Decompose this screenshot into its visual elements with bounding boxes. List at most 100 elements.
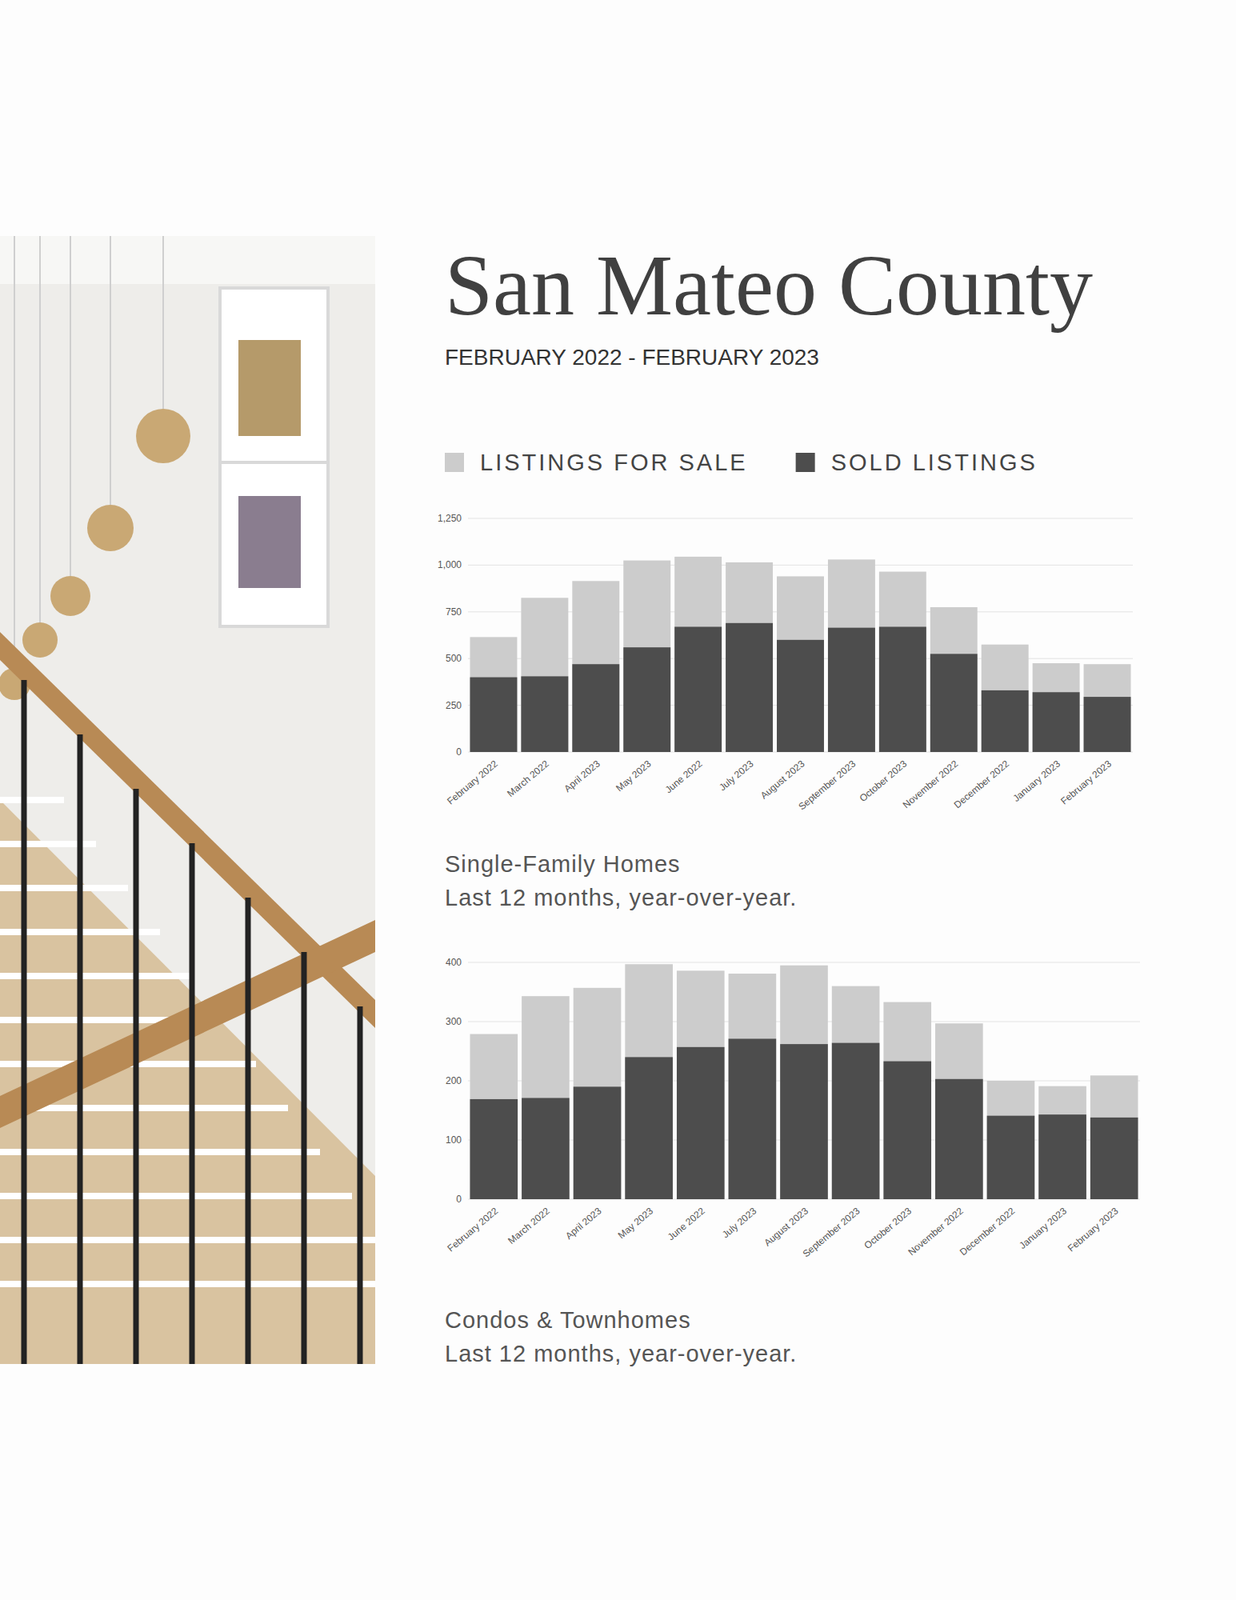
grid-line [468, 564, 1133, 566]
bar [573, 988, 622, 1200]
bar [1032, 663, 1080, 752]
photo-step [0, 1192, 352, 1200]
x-tick-label: June 2022 [665, 1204, 708, 1243]
bar [624, 1056, 673, 1200]
chart-subtitle: Last 12 months, year-over-year. [444, 1340, 797, 1367]
legend: LISTINGS FOR SALESOLD LISTINGS [444, 449, 1038, 476]
bar [676, 1047, 725, 1200]
x-tick-label: March 2022 [504, 757, 552, 800]
x-tick-label: February 2022 [444, 1204, 500, 1254]
bar [728, 973, 777, 1200]
bar [676, 970, 725, 1200]
x-tick-label: January 2023 [1016, 1204, 1069, 1252]
bar [987, 1116, 1036, 1200]
y-tick-label: 400 [445, 956, 462, 968]
bar [520, 597, 568, 752]
y-tick-label: 0 [456, 746, 462, 758]
x-tick-label: April 2023 [563, 1204, 604, 1242]
photo-frame [220, 288, 328, 484]
x-tick-label: February 2022 [444, 757, 500, 807]
bars [470, 556, 1132, 752]
x-tick-label: February 2023 [1058, 757, 1114, 807]
photo [0, 236, 376, 1364]
bar [935, 1079, 984, 1200]
bar [883, 1061, 932, 1200]
bar [470, 636, 518, 752]
chart: 0100200300400February 2022March 2022Apri… [444, 956, 1140, 1367]
y-tick-label: 500 [445, 652, 462, 664]
bar [780, 1044, 828, 1200]
photo-baluster [357, 1006, 364, 1364]
bar [725, 562, 773, 752]
photo-baluster [21, 680, 28, 1364]
bar [623, 560, 671, 752]
x-tick-label: September 2023 [796, 757, 858, 812]
photo-step [0, 796, 64, 804]
subtitle: FEBRUARY 2022 - FEBRUARY 2023 [444, 344, 820, 370]
bar [674, 626, 722, 752]
chart-title: Condos & Townhomes [444, 1307, 692, 1333]
bar [981, 690, 1029, 752]
y-tick-label: 1,000 [437, 559, 462, 571]
photo-lamp [50, 576, 91, 616]
photo-lamp [87, 504, 134, 552]
x-tick-label: May 2023 [613, 757, 654, 794]
bar [879, 626, 927, 752]
x-tick-label: July 2023 [716, 757, 756, 793]
x-tick-label: December 2022 [957, 1204, 1018, 1258]
photo-step [0, 1236, 376, 1244]
bar [879, 572, 927, 752]
bar [930, 607, 978, 752]
x-tick-label: October 2023 [861, 1204, 914, 1252]
x-tick-label: March 2022 [505, 1204, 552, 1247]
bar [623, 647, 671, 752]
y-tick-label: 200 [445, 1075, 462, 1087]
x-tick-label: January 2023 [1010, 757, 1063, 804]
photo-step [0, 1148, 320, 1156]
bar [573, 1086, 622, 1200]
x-tick-label: September 2023 [800, 1204, 863, 1260]
bar [776, 576, 824, 752]
photo-cord [69, 236, 72, 576]
x-tick-label: October 2023 [857, 757, 910, 804]
chart-title: Single-Family Homes [444, 851, 681, 877]
photo-wall [0, 236, 376, 1364]
x-tick-label: August 2023 [758, 757, 808, 801]
y-tick-label: 750 [445, 606, 462, 618]
y-tick-label: 250 [445, 700, 462, 712]
legend-label: LISTINGS FOR SALE [480, 449, 748, 476]
grid-line [468, 962, 1140, 964]
bar [935, 1023, 984, 1200]
bar [828, 628, 876, 752]
photo-baluster [133, 788, 140, 1364]
photo-lamp [22, 622, 58, 658]
title: San Mateo County [444, 237, 1093, 333]
bar [780, 965, 828, 1200]
page: San Mateo County FEBRUARY 2022 - FEBRUARY… [0, 0, 1236, 1600]
photo-lamp [136, 408, 191, 464]
bar [832, 1043, 880, 1200]
bar [674, 556, 722, 752]
bar [1032, 692, 1080, 752]
photo-baluster [189, 843, 196, 1364]
bar [1084, 696, 1132, 752]
y-tick-label: 1,250 [437, 512, 462, 524]
x-tick-label: July 2023 [720, 1204, 760, 1240]
bar [572, 664, 620, 752]
grid-line [468, 518, 1133, 520]
photo-cord [162, 236, 164, 409]
bar [521, 996, 570, 1200]
x-tick-label: April 2023 [561, 757, 603, 795]
photo-cord [13, 236, 16, 668]
x-tick-label: February 2023 [1065, 1204, 1121, 1254]
x-tick-label: December 2022 [952, 757, 1012, 811]
y-tick-label: 0 [456, 1193, 462, 1205]
photo-step [0, 972, 192, 980]
y-tick-label: 100 [445, 1134, 462, 1146]
bar [470, 677, 518, 752]
photo-art [238, 496, 301, 588]
photo-baluster [77, 734, 84, 1364]
x-tick-label: August 2023 [761, 1204, 811, 1248]
legend-swatch [796, 452, 816, 472]
bar [1090, 1117, 1139, 1200]
